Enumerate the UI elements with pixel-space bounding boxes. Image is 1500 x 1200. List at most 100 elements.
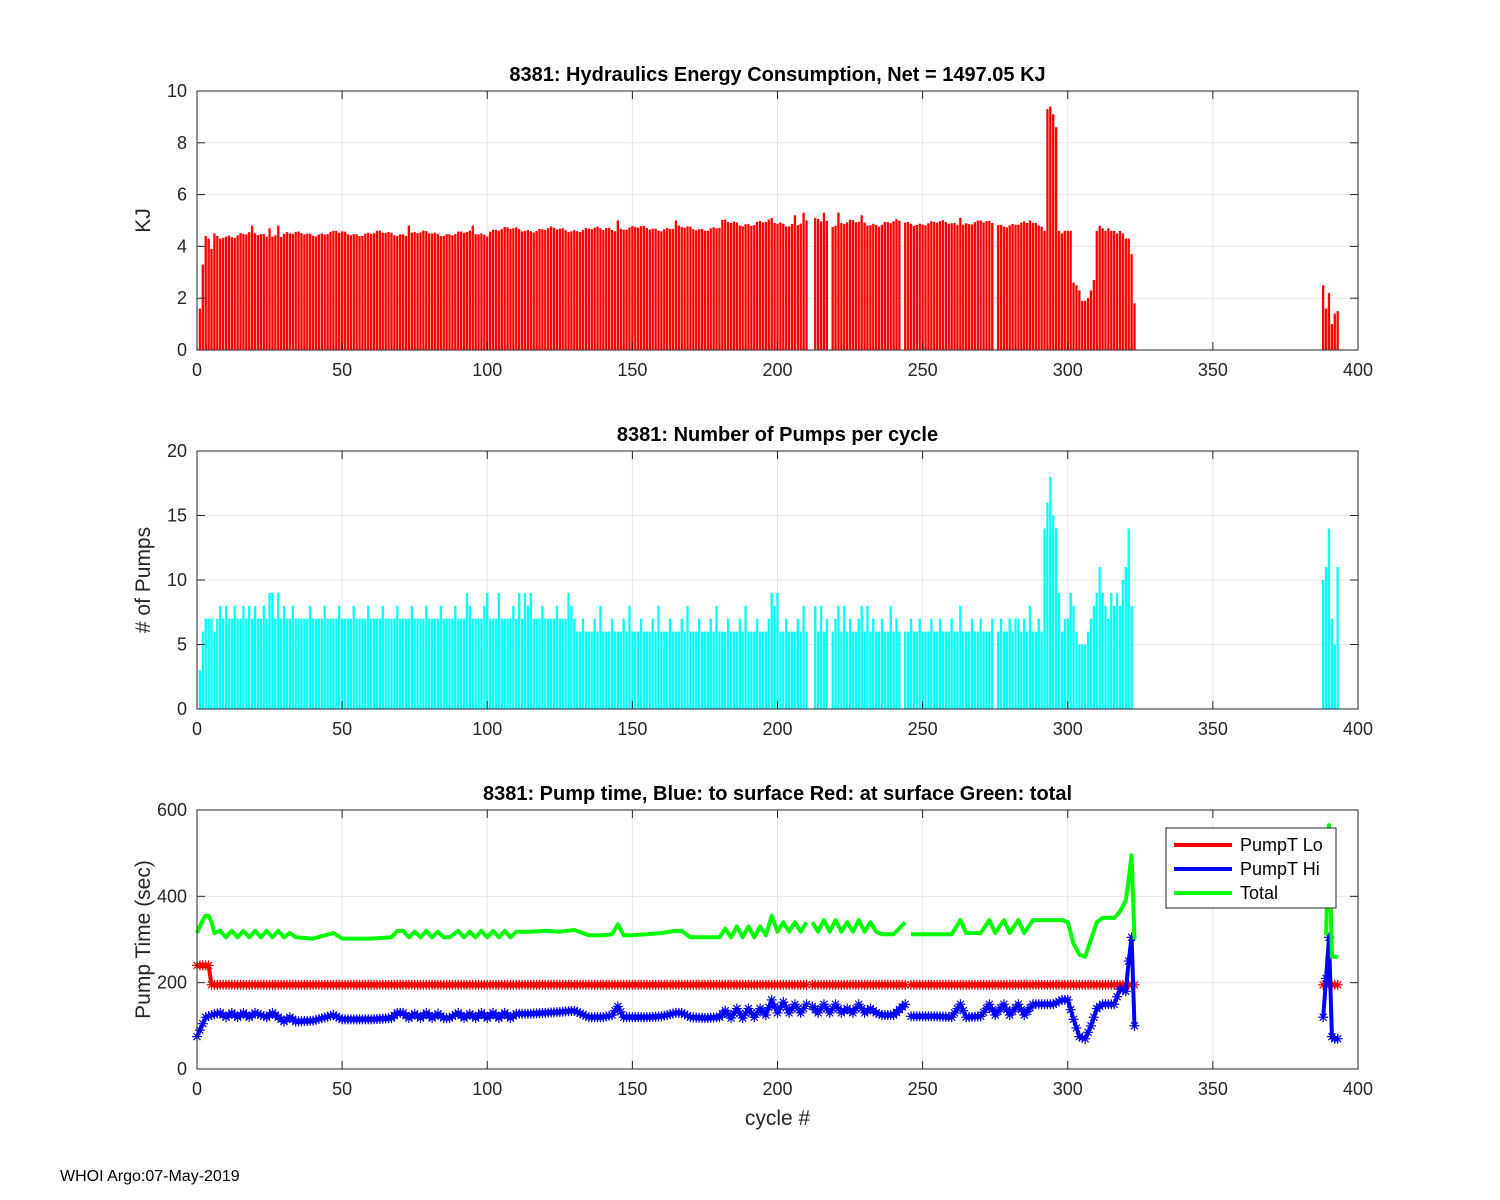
pumps-bar [790, 631, 794, 709]
pumps-bar [622, 618, 625, 709]
pumptime-marker-pumpt-hi [1123, 956, 1134, 967]
pumps-bar [245, 618, 248, 709]
pumps-bar [439, 605, 442, 709]
pumps-bar [840, 631, 843, 709]
pumps-bar [779, 631, 782, 709]
pumps-bar [253, 605, 257, 709]
energy-xtick-label: 400 [1343, 360, 1373, 380]
energy-bar [721, 219, 724, 350]
pumps-bar [317, 618, 321, 709]
energy-bar [364, 233, 367, 350]
pumps-bar [1034, 631, 1037, 709]
energy-bar [962, 224, 965, 350]
pumps-bar [314, 618, 318, 709]
energy-bar [712, 227, 715, 350]
pumps-bar [250, 618, 254, 709]
energy-bar [973, 222, 977, 350]
energy-bar [303, 234, 306, 350]
energy-bar [274, 235, 277, 350]
pumps-xtick-label: 50 [332, 719, 352, 739]
pumps-bar [724, 631, 727, 709]
energy-bar [915, 224, 918, 350]
pumps-bar [390, 618, 393, 709]
energy-xtick-label: 50 [332, 360, 352, 380]
energy-bar [1130, 254, 1133, 350]
energy-bar [741, 226, 744, 350]
energy-bar [581, 229, 585, 350]
energy-bar [814, 217, 817, 350]
energy-bar [729, 222, 733, 350]
energy-bar [695, 230, 698, 350]
energy-bar [799, 223, 802, 350]
energy-bar [442, 235, 445, 350]
pumps-bar [474, 618, 477, 709]
energy-bar [848, 219, 852, 350]
energy-bar [953, 222, 956, 350]
pumps-bar [384, 618, 387, 709]
energy-bar [468, 230, 471, 350]
pumps-bar [497, 592, 501, 709]
energy-bar [1011, 223, 1014, 350]
pumps-bar [996, 631, 1000, 709]
pumps-bar [944, 631, 948, 709]
energy-bar [248, 232, 251, 350]
energy-bar [779, 222, 782, 350]
energy-bar [471, 225, 474, 350]
energy-bar [239, 233, 242, 350]
pumps-bar [1127, 528, 1130, 709]
pumps-bar [613, 631, 617, 709]
pumptime-marker-pumpt-lo [801, 979, 812, 990]
pumps-bar [410, 605, 413, 709]
pumps-bar [953, 631, 956, 709]
energy-ytick-label: 10 [167, 81, 187, 101]
energy-ylabel: KJ [132, 208, 155, 233]
energy-bar [750, 225, 753, 350]
energy-bar [790, 223, 794, 350]
energy-bar [909, 223, 913, 350]
energy-bar [895, 219, 898, 350]
energy-bar [715, 228, 718, 350]
energy-bar [555, 229, 559, 350]
energy-bar [613, 231, 617, 350]
energy-bar [666, 228, 669, 350]
pumps-bar [880, 618, 884, 709]
pumps-bar [933, 631, 936, 709]
energy-bar [1118, 230, 1122, 350]
energy-bar [210, 248, 213, 350]
pumps-bar [242, 605, 245, 709]
pumps-bar [471, 618, 474, 709]
pumps-bar [599, 605, 602, 709]
pumptime-series-pumpt-hi [911, 935, 1137, 1041]
energy-bar [375, 230, 379, 350]
pumps-bar [1066, 618, 1069, 709]
pumps-bar [712, 631, 715, 709]
pumps-bar [785, 618, 788, 709]
pumps-bar [1069, 592, 1072, 709]
energy-bar [991, 222, 994, 350]
pumps-bar [979, 618, 982, 709]
energy-bar [213, 233, 216, 350]
energy-bar [309, 233, 312, 350]
pumptime-marker-pumpt-hi [900, 999, 911, 1010]
pumps-bar [883, 631, 887, 709]
pumps-bar [973, 631, 977, 709]
pumps-bar [976, 631, 979, 709]
energy-bar [445, 234, 448, 350]
energy-bar [1101, 228, 1104, 350]
energy-bar [549, 226, 553, 350]
pumps-bar [692, 631, 695, 709]
energy-bars [198, 106, 1339, 350]
energy-bar [1040, 226, 1043, 350]
energy-bar [515, 227, 518, 350]
pumps-bar [361, 618, 364, 709]
pumps-bar [216, 618, 219, 709]
pumps-bar [404, 618, 408, 709]
energy-bar [1052, 114, 1055, 350]
energy-bar [1031, 222, 1035, 350]
pumps-bar [657, 605, 660, 709]
pumps-bar [1086, 631, 1090, 709]
energy-bar [625, 229, 628, 350]
energy-bar [631, 225, 634, 350]
pumps-bar [230, 618, 233, 709]
